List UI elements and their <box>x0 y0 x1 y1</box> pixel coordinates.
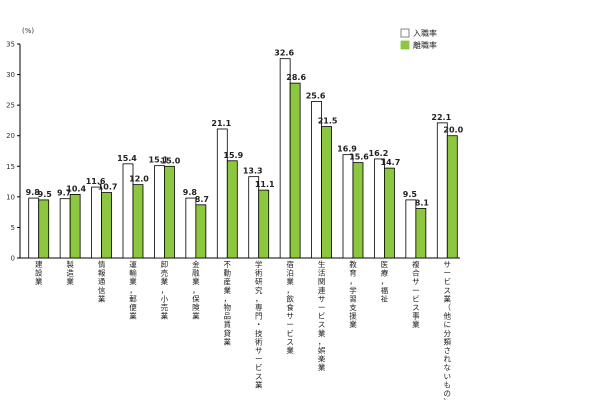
bar-separation-rate <box>352 162 364 259</box>
bar-hiring-rate <box>216 128 228 259</box>
value-label: 9.8 <box>26 188 41 197</box>
bar-hiring-rate <box>436 122 448 259</box>
bar-hiring-rate <box>185 197 197 259</box>
category-labels: 建設業 製造業 情報通信業 運輸業，郵便業 卸売業，小売業 金融業，保険業 不動産業，物品賃… <box>35 259 452 400</box>
y-tick-label: 25 <box>6 102 15 110</box>
bar-separation-rate <box>446 135 458 259</box>
value-label: 14.7 <box>381 158 401 167</box>
value-label: 28.6 <box>286 73 306 82</box>
bar-separation-rate <box>69 194 81 259</box>
bar-separation-rate <box>258 189 270 259</box>
value-label: 10.4 <box>66 184 86 193</box>
y-tick-label: 0 <box>11 255 15 263</box>
value-label: 32.6 <box>274 49 294 58</box>
value-label: 15.6 <box>349 153 369 162</box>
y-tick-label: 5 <box>11 224 15 232</box>
category-label: 運輸業，郵便業 <box>129 260 137 321</box>
value-label: 21.5 <box>318 117 338 126</box>
y-tick-label: 35 <box>6 41 15 49</box>
category-label: 製造業 <box>66 259 74 286</box>
value-label: 21.1 <box>211 119 231 128</box>
bars <box>28 58 458 259</box>
value-label: 15.1 <box>149 156 169 165</box>
value-labels: 9.89.5 9.710.411.610.715.412.015.115.09.8… <box>26 49 464 208</box>
legend-swatch <box>400 40 410 50</box>
bar-separation-rate <box>226 160 238 259</box>
bar-hiring-rate <box>279 58 291 259</box>
value-label: 13.3 <box>243 167 263 176</box>
value-label: 11.1 <box>255 180 275 189</box>
value-label: 16.2 <box>369 149 389 158</box>
bar-separation-rate <box>195 204 207 259</box>
value-label: 15.9 <box>223 151 243 160</box>
y-tick-label: 30 <box>6 71 15 79</box>
legend-swatch <box>400 28 410 38</box>
category-label: 建設業 <box>35 259 43 286</box>
y-axis-unit: (%) <box>22 27 34 35</box>
category-label: 不動産業，物品賃貸業 <box>224 260 232 346</box>
bar-separation-rate <box>132 184 144 259</box>
bar-separation-rate <box>164 165 175 259</box>
category-label: 卸売業，小売業 <box>161 259 169 321</box>
value-label: 9.8 <box>183 188 198 197</box>
y-tick-label: 20 <box>6 132 15 140</box>
bar-hiring-rate <box>154 165 165 259</box>
value-label: 15.4 <box>117 154 137 163</box>
bar-hiring-rate <box>59 198 71 259</box>
legend-label: 入職率 <box>413 28 437 38</box>
value-label: 8.1 <box>415 198 430 207</box>
bar-separation-rate <box>289 82 301 259</box>
category-label: 複合サービス事業 <box>412 259 420 329</box>
value-label: 9.5 <box>38 190 53 199</box>
value-label: 20.0 <box>443 126 463 135</box>
value-label: 9.7 <box>57 189 71 198</box>
y-tick-label: 15 <box>6 163 15 171</box>
value-label: 11.6 <box>86 177 106 186</box>
value-label: 8.7 <box>195 195 209 204</box>
bar-hiring-rate <box>28 197 40 259</box>
bar-separation-rate <box>101 192 112 259</box>
bar-separation-rate <box>415 208 427 259</box>
y-tick-label: 10 <box>6 193 15 201</box>
value-label: 25.6 <box>306 91 326 100</box>
category-label: 生活関連サービス業，娯楽業 <box>318 259 326 372</box>
value-label: 9.5 <box>403 190 418 199</box>
bar-separation-rate <box>321 126 332 259</box>
bar-hiring-rate <box>405 199 417 259</box>
legend-label: 離職率 <box>413 40 437 50</box>
value-label: 22.1 <box>431 113 451 122</box>
category-label: サービス業（他に分類されないもの） <box>444 260 452 400</box>
category-label: 情報通信業 <box>98 259 106 303</box>
bar-hiring-rate <box>374 158 385 259</box>
value-label: 12.0 <box>129 175 149 184</box>
category-label: 医療，福祉 <box>381 260 389 303</box>
category-label: 宿泊業，飲食サービス業 <box>286 259 294 355</box>
bar-hiring-rate <box>342 154 354 259</box>
bar-separation-rate <box>384 167 395 259</box>
category-label: 金融業，保険業 <box>192 259 200 321</box>
category-label: 教育，学習支援業 <box>349 259 357 329</box>
bar-separation-rate <box>38 199 50 259</box>
category-label: 学術研究，専門・技術サービス業 <box>255 259 263 389</box>
value-label: 16.9 <box>337 145 357 154</box>
value-label: 15.0 <box>161 156 181 165</box>
bar-hiring-rate <box>91 186 102 259</box>
value-label: 10.7 <box>98 183 118 192</box>
